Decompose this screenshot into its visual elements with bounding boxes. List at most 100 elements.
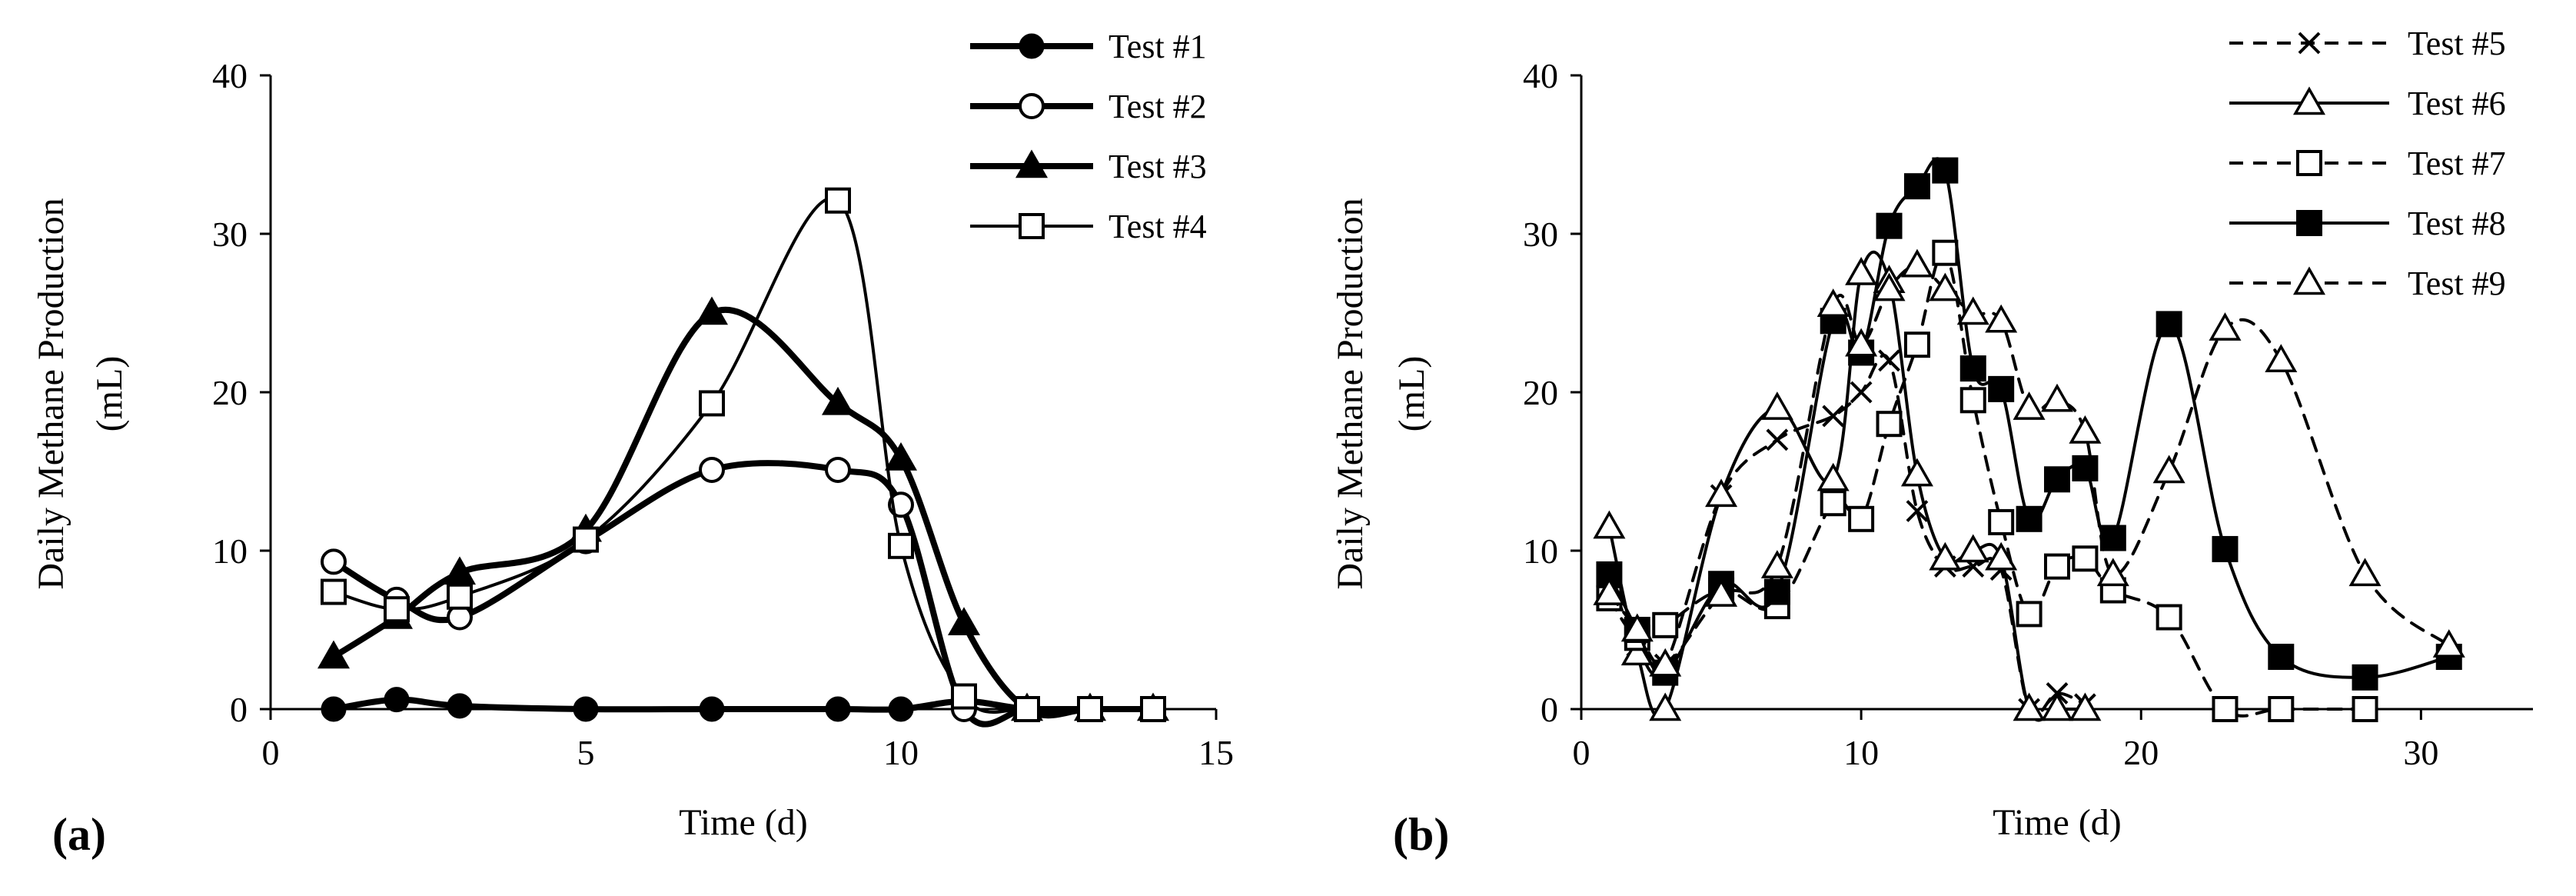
legend-label: Test #2	[1109, 88, 1207, 125]
data-point	[447, 693, 473, 719]
legend-label: Test #4	[1109, 208, 1207, 245]
marker-shape	[1822, 405, 1845, 428]
data-point	[2212, 696, 2239, 722]
marker-shape	[1929, 541, 1962, 571]
marker-shape	[2044, 553, 2070, 580]
y-tick-label: 20	[1523, 373, 1558, 412]
marker-shape	[1766, 428, 1789, 451]
data-point	[2152, 455, 2185, 484]
marker-shape	[384, 687, 410, 713]
legend-entry: Test #5	[2229, 25, 2506, 62]
data-point	[1876, 411, 1903, 438]
data-point	[1900, 248, 1933, 278]
y-axis-label: (mL)	[1391, 356, 1432, 432]
data-point	[1620, 613, 1654, 642]
y-tick-label: 0	[230, 690, 248, 729]
y-axis-label: (mL)	[89, 356, 130, 432]
marker-shape	[1845, 328, 1878, 357]
data-point	[695, 296, 729, 325]
marker-shape	[1649, 648, 1682, 677]
data-point	[1652, 611, 1679, 638]
marker-shape	[1077, 696, 1103, 722]
data-point	[2096, 558, 2129, 587]
y-axis-label: Daily Methane Production	[31, 198, 71, 589]
y-tick-label: 40	[212, 56, 248, 95]
data-point	[321, 696, 347, 722]
legend-marker	[2298, 32, 2321, 55]
marker-shape	[825, 696, 851, 722]
chart-panel-a: 0 10 20 30 40 0 5 10 15 Time (d) Daily Methane Pro…	[31, 28, 1234, 860]
marker-shape	[317, 640, 351, 669]
marker-shape	[1593, 510, 1626, 539]
data-point	[951, 683, 977, 710]
marker-shape	[1903, 331, 1930, 358]
marker-shape	[1878, 349, 1900, 372]
marker-shape	[1620, 613, 1654, 642]
data-point	[2352, 696, 2378, 722]
data-point	[1900, 458, 1933, 487]
data-point	[1760, 391, 1793, 420]
data-point	[1763, 578, 1790, 605]
data-point	[1929, 272, 1962, 301]
data-point	[1873, 272, 1906, 301]
marker-shape	[2096, 558, 2129, 587]
data-point	[1077, 696, 1103, 722]
legend-entry: Test #8	[2229, 205, 2506, 242]
marker-shape	[2432, 629, 2465, 658]
data-point	[1985, 541, 2018, 571]
data-point	[1816, 462, 1850, 491]
marker-shape	[1652, 611, 1679, 638]
marker-shape	[1593, 577, 1626, 605]
data-point	[1140, 696, 1166, 722]
marker-shape	[951, 683, 977, 710]
data-point	[699, 696, 725, 722]
data-point	[888, 696, 914, 722]
data-point	[884, 441, 918, 471]
x-tick-label: 0	[262, 733, 280, 772]
marker-shape	[1876, 212, 1903, 239]
marker-shape	[1140, 696, 1166, 722]
legend-label: Test #7	[2408, 145, 2506, 182]
marker-shape	[2156, 311, 2182, 338]
legend-entry: Test #4	[970, 208, 1207, 245]
marker-shape	[1845, 256, 1878, 285]
data-point	[699, 456, 725, 483]
legend-entry: Test #1	[970, 28, 1207, 65]
data-point	[2072, 545, 2099, 572]
marker-shape	[2298, 32, 2321, 55]
marker-shape	[443, 556, 477, 585]
data-point	[2268, 696, 2295, 722]
legend-marker	[1019, 213, 1045, 239]
marker-shape	[2352, 696, 2378, 722]
marker-shape	[2040, 383, 2074, 412]
data-point	[1988, 375, 2015, 402]
y-tick-label: 0	[1541, 690, 1558, 729]
data-point	[1820, 490, 1846, 517]
marker-shape	[1019, 33, 1045, 59]
data-point	[1845, 256, 1878, 285]
marker-shape	[2016, 505, 2043, 532]
data-point	[1903, 173, 1930, 200]
marker-shape	[699, 390, 725, 417]
marker-shape	[888, 696, 914, 722]
data-point	[2040, 692, 2074, 721]
data-point	[1593, 577, 1626, 605]
legend-marker	[2296, 210, 2322, 236]
marker-shape	[1816, 288, 1850, 317]
marker-shape	[573, 696, 599, 722]
marker-shape	[2072, 545, 2099, 572]
legend-marker	[2292, 266, 2326, 295]
marker-shape	[2044, 466, 2070, 493]
data-point	[2212, 535, 2239, 562]
data-point	[1649, 648, 1682, 677]
data-point	[384, 596, 410, 623]
data-point	[1705, 578, 1738, 607]
data-point	[2016, 505, 2043, 532]
legend-label: Test #3	[1109, 148, 1207, 185]
y-tick-label: 30	[1523, 215, 1558, 254]
legend-entry: Test #7	[2229, 145, 2506, 182]
data-point	[888, 532, 914, 559]
marker-shape	[884, 441, 918, 471]
marker-shape	[695, 296, 729, 325]
marker-shape	[1848, 505, 1875, 532]
